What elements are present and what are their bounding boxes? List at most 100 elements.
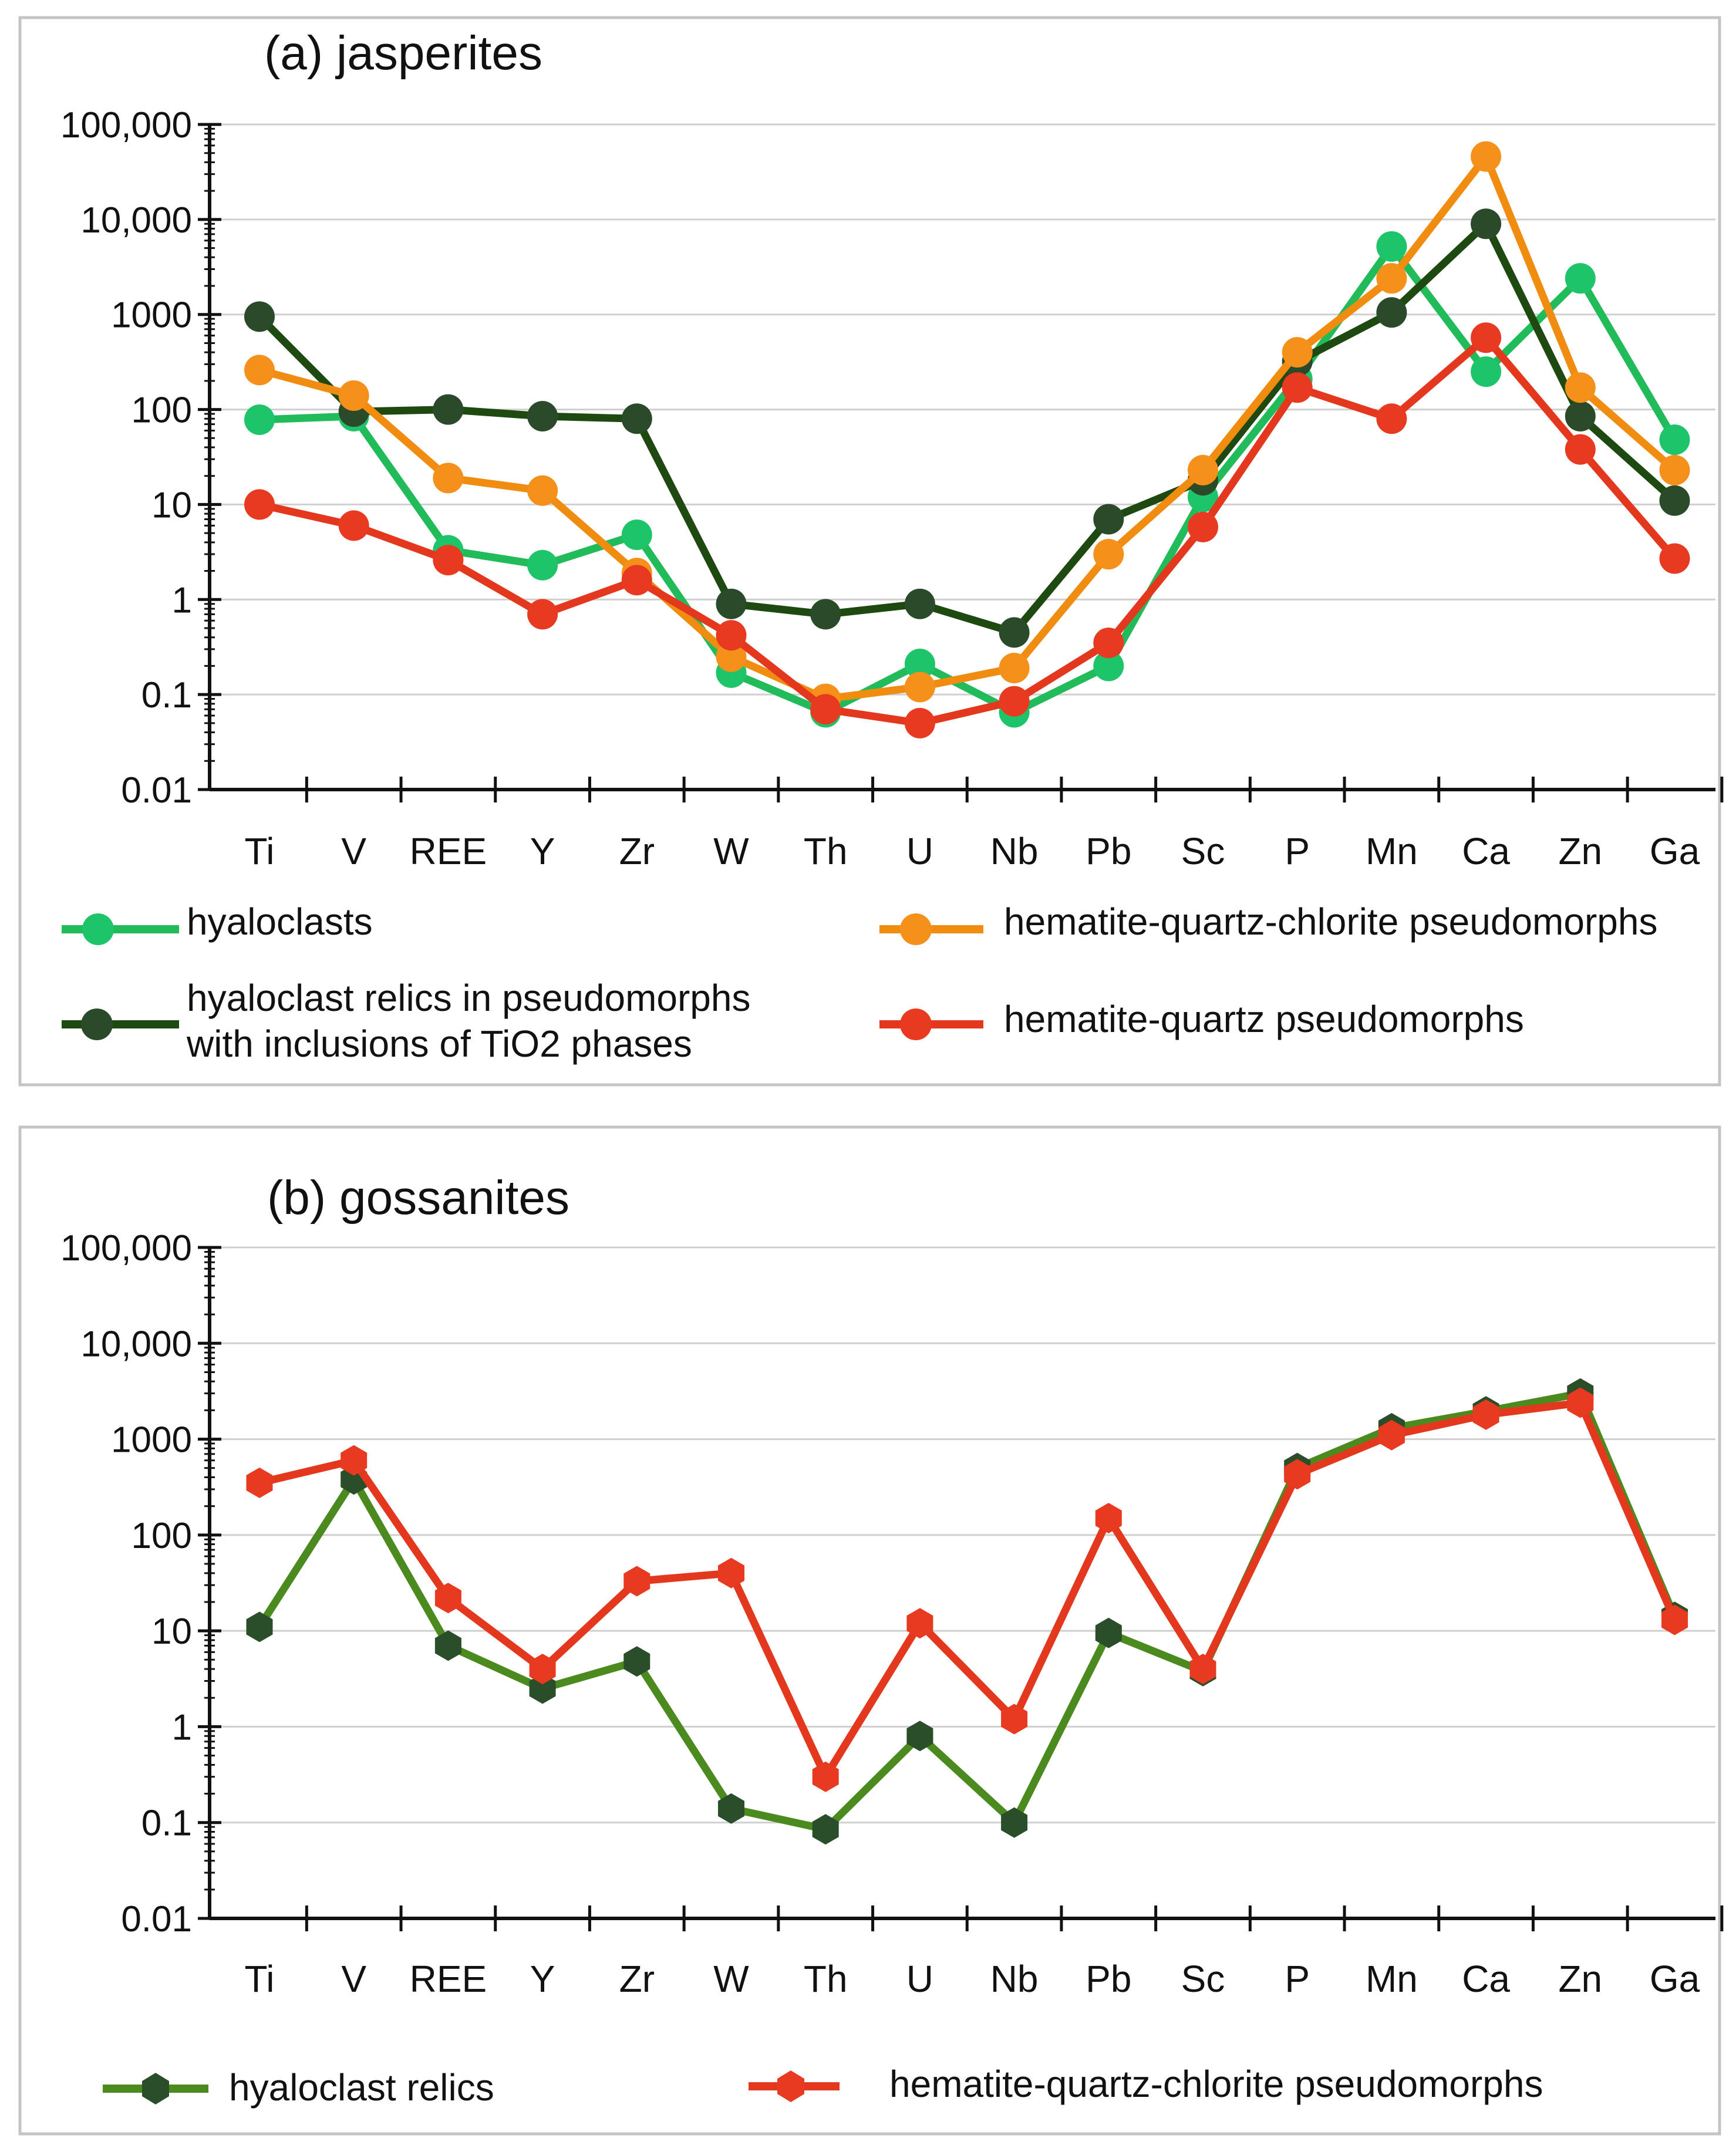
data-point — [1471, 141, 1502, 172]
category-label: Ga — [1650, 830, 1700, 872]
data-point — [810, 599, 841, 630]
panel-b-y-tick-labels: 0.01 0.1 1 10 100 1000 10,000 100,000 — [60, 1228, 192, 1940]
legend-marker-hyaloclasts — [82, 913, 114, 945]
y-tick-label: 100,000 — [60, 1228, 192, 1269]
series-line — [255, 242, 1678, 716]
series-line — [255, 153, 1678, 703]
data-point — [1376, 263, 1407, 294]
data-point — [904, 588, 935, 619]
data-point — [527, 400, 558, 431]
data-point — [1659, 485, 1690, 516]
data-point — [999, 653, 1030, 684]
panel-a-title: (a) jasperites — [264, 26, 542, 80]
data-point — [906, 1608, 933, 1639]
data-point — [246, 1611, 273, 1643]
data-point — [338, 510, 369, 541]
panel-b-x-ticks — [305, 1905, 1724, 1931]
data-point — [1471, 208, 1502, 240]
legend-marker-hyaloclast-relics-tio2 — [81, 1009, 113, 1040]
data-point — [1659, 424, 1690, 456]
y-tick-label: 100,000 — [60, 105, 192, 146]
category-label: REE — [410, 1958, 487, 2000]
panel-a-series — [244, 141, 1690, 738]
category-label: Ti — [245, 830, 275, 872]
y-tick-label: 1000 — [111, 1420, 192, 1461]
data-point — [621, 565, 652, 596]
data-point — [718, 1557, 744, 1588]
data-point — [244, 301, 275, 332]
data-point — [433, 394, 464, 425]
data-point — [1378, 1419, 1405, 1451]
data-point — [1282, 337, 1313, 368]
category-label: V — [341, 830, 366, 872]
legend-label-hyaloclasts: hyaloclasts — [187, 901, 373, 943]
y-tick-label: 0.01 — [121, 1899, 192, 1940]
data-point — [246, 1468, 273, 1498]
category-label: Zr — [619, 1958, 655, 2000]
panel-b-legend: hyaloclast relics hematite-quartz-chlori… — [103, 2063, 1543, 2109]
data-point — [1376, 297, 1407, 328]
panel-a-x-ticks — [305, 777, 1724, 802]
data-point — [1189, 1654, 1216, 1685]
data-point — [1471, 322, 1502, 353]
y-tick-label: 10 — [151, 1611, 192, 1652]
data-point — [1001, 1704, 1028, 1735]
data-point — [716, 620, 747, 651]
series-line — [255, 1389, 1678, 1833]
data-point — [1376, 231, 1407, 262]
data-point — [904, 648, 935, 679]
data-point — [999, 686, 1030, 717]
legend-marker-hematite-quartz-chlorite — [900, 913, 932, 945]
category-label: Pb — [1086, 830, 1131, 872]
panel-a-frame — [18, 16, 1721, 1087]
data-point — [1093, 539, 1124, 570]
data-point — [527, 549, 558, 581]
data-point — [1188, 511, 1218, 542]
data-point — [433, 463, 464, 494]
data-point — [527, 599, 558, 630]
data-point — [341, 1445, 368, 1476]
legend-item-hqc-pseudomorphs-b: hematite-quartz-chlorite pseudomorphs — [749, 2063, 1543, 2105]
category-label: Sc — [1181, 1958, 1225, 2000]
data-point — [527, 475, 558, 506]
category-label: Ca — [1462, 1958, 1510, 2000]
data-point — [1565, 400, 1596, 431]
data-point — [906, 1721, 933, 1752]
category-label: V — [341, 1958, 366, 2000]
data-point — [812, 1814, 839, 1845]
panel-jasperites: (a) jasperites 0.01 0.1 1 10 100 1000 10,000 10… — [18, 16, 1724, 1087]
data-point — [623, 1566, 650, 1597]
y-tick-label: 0.1 — [141, 1803, 192, 1844]
data-point — [812, 1761, 839, 1792]
series-line — [255, 1399, 1678, 1781]
data-point — [718, 1793, 744, 1824]
data-point — [1565, 263, 1596, 294]
category-label: Zn — [1558, 1958, 1602, 2000]
category-label: W — [713, 830, 749, 872]
data-point — [716, 641, 747, 672]
legend-label-hyaloclast-relics: hyaloclast relics — [229, 2066, 494, 2109]
data-point — [1565, 434, 1596, 465]
panel-a-legend: hyaloclasts hematite-quartz-chlorite pse… — [62, 901, 1657, 1065]
data-point — [244, 489, 275, 520]
data-point — [1471, 356, 1502, 387]
category-label: W — [713, 1958, 749, 2000]
category-label: Sc — [1181, 830, 1225, 872]
data-point — [1001, 1807, 1028, 1838]
data-point — [810, 694, 841, 725]
panel-b-series — [246, 1378, 1688, 1845]
data-point — [1093, 504, 1124, 535]
y-tick-label: 0.1 — [141, 675, 192, 716]
legend-marker-hqc-pseudomorphs-b — [777, 2070, 804, 2102]
legend-marker-hyaloclast-relics — [142, 2073, 169, 2104]
y-tick-label: 100 — [132, 1516, 192, 1556]
category-label: Mn — [1366, 830, 1418, 872]
series-line — [255, 220, 1678, 636]
legend-item-hyaloclasts: hyaloclasts — [62, 901, 373, 945]
data-point — [338, 380, 369, 411]
data-point — [904, 672, 935, 703]
legend-marker-hematite-quartz — [900, 1009, 932, 1040]
data-point — [529, 1654, 556, 1685]
category-label: P — [1285, 1958, 1310, 2000]
